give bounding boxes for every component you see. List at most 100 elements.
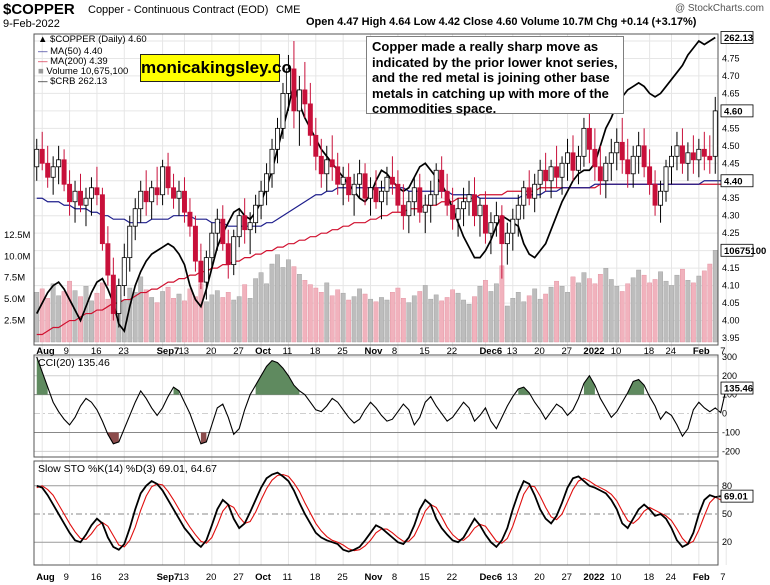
sto-k-line	[36, 471, 721, 553]
cci-tick-label: -200	[722, 446, 740, 456]
volume-bar	[187, 288, 193, 343]
x-axis-label-top: 15	[419, 346, 430, 357]
x-axis-label-top: 16	[91, 346, 102, 357]
x-axis-label-bottom: 22	[447, 572, 458, 583]
candle-body	[510, 218, 516, 234]
candle-body	[515, 204, 521, 220]
x-axis-label-bottom: 18	[310, 572, 321, 583]
volume-bar	[132, 292, 138, 343]
volume-bar	[461, 299, 466, 343]
volume-bar	[302, 280, 308, 343]
candle-body	[220, 218, 226, 245]
x-axis-label-top: 11	[282, 346, 292, 357]
candle-body	[543, 169, 549, 182]
x-axis-label-top: 27	[562, 346, 573, 357]
candle-body	[586, 127, 592, 150]
price-tick-label: 4.75	[722, 53, 740, 63]
volume-bar	[690, 282, 696, 343]
candle-body	[280, 93, 286, 129]
candle-body	[433, 169, 439, 196]
candle-body	[329, 159, 335, 168]
candle-body	[105, 243, 111, 276]
sto-title-text: Slow STO %K(14) %D(3) 69.01, 64.67	[38, 463, 217, 475]
candle-body	[674, 145, 680, 157]
x-axis-label-top: 2022	[583, 346, 604, 357]
x-axis-label-top: Nov	[365, 346, 384, 357]
volume-bar	[641, 274, 647, 343]
volume-bar	[652, 279, 658, 343]
volume-bar	[696, 275, 702, 343]
candle-body	[575, 155, 581, 171]
volume-bar	[160, 291, 165, 343]
volume-bar	[548, 286, 554, 343]
legend-volume-swatch: ■	[38, 66, 44, 77]
candle-body	[461, 201, 467, 210]
sto-k-value-tag-box	[720, 489, 754, 503]
volume-bar	[504, 305, 510, 343]
cci-oversold-fill	[200, 432, 207, 444]
legend-ma50: — MA(50) 4.40	[38, 46, 102, 57]
candle-body	[165, 166, 171, 189]
candle-body	[56, 159, 62, 168]
candle-body	[554, 166, 560, 178]
axis-labels: 3.954.004.054.104.154.204.254.304.354.40…	[4, 31, 766, 583]
legend-crb-swatch: —	[38, 76, 48, 87]
x-axis-label-top: 25	[337, 346, 348, 357]
cci-line	[36, 356, 727, 445]
candle-body	[45, 162, 51, 178]
candle-body	[663, 166, 669, 192]
candle-body	[236, 215, 242, 238]
price-tick-label: 4.25	[722, 228, 740, 238]
volume-bar	[510, 298, 516, 343]
volume-bar	[636, 269, 642, 343]
legend-main: ▲ $COPPER (Daily) 4.60	[38, 34, 147, 45]
volume-bar	[105, 298, 111, 343]
candle-body	[368, 187, 374, 199]
candle-body	[488, 222, 494, 234]
sto-d-line	[36, 473, 721, 552]
volume-value-tag-box	[720, 243, 754, 257]
candle-body	[592, 148, 598, 168]
x-axis-label-bottom: 13	[507, 572, 518, 583]
x-axis-label-top: 7	[720, 346, 725, 357]
cci-tick-label: -100	[722, 427, 740, 437]
volume-bar	[395, 287, 401, 343]
candle-body	[253, 204, 259, 224]
volume-value-tag: 10675100	[724, 246, 766, 257]
candle-body	[417, 187, 423, 213]
candle-body	[247, 222, 253, 231]
candle-body	[132, 208, 138, 227]
x-axis-label-bottom: 27	[562, 572, 573, 583]
volume-bar	[630, 277, 636, 343]
volume-bar	[417, 291, 423, 343]
volume-bar	[532, 288, 538, 343]
cci-panel	[34, 356, 727, 452]
x-axis-label-top: Sep7	[157, 346, 180, 357]
candle-body	[696, 148, 702, 161]
price-tick-label: 4.65	[722, 88, 740, 98]
cci-oversold-fill	[107, 432, 119, 444]
x-axis-label-top: 9	[64, 346, 69, 357]
volume-bar	[565, 292, 570, 343]
volume-bar	[351, 296, 357, 343]
volume-bar	[67, 280, 72, 343]
volume-bar	[406, 302, 412, 343]
volume-tick-label: 7.5M	[4, 273, 25, 284]
candle-body	[625, 159, 631, 175]
volume-bar	[433, 294, 439, 343]
candle-body	[198, 260, 204, 283]
volume-bar	[576, 282, 581, 343]
candle-body	[192, 225, 198, 262]
x-axis-label-top: 23	[118, 346, 129, 357]
cci-overbought-fill	[627, 379, 645, 395]
candle-body	[340, 176, 346, 185]
volume-bar	[324, 282, 330, 343]
x-axis-label-bottom: 20	[206, 572, 217, 583]
volume-bar	[680, 268, 685, 343]
volume-bar	[400, 298, 406, 343]
x-axis-label-bottom: 9	[64, 572, 69, 583]
candle-body	[565, 152, 570, 164]
volume-bar	[493, 283, 499, 343]
sto-k-value-tag: 69.01	[724, 492, 748, 503]
